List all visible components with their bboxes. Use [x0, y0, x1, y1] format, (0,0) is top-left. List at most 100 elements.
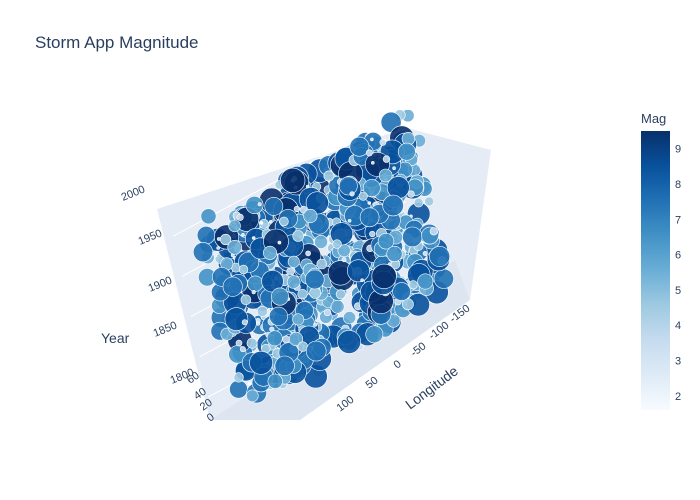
- data-point: [256, 305, 268, 317]
- data-point: [377, 233, 395, 250]
- x-tick-label: 0: [392, 358, 404, 371]
- data-point: [286, 275, 301, 289]
- data-point: [362, 179, 381, 197]
- z-tick-label: 1950: [137, 227, 164, 247]
- data-point: [330, 299, 345, 314]
- data-point: [228, 219, 241, 233]
- data-point: [335, 289, 346, 300]
- data-point: [303, 208, 318, 224]
- data-point: [371, 263, 397, 290]
- data-point: [266, 330, 283, 347]
- z-tick-label: 1850: [152, 319, 179, 339]
- z-tick-label: 1900: [147, 274, 174, 294]
- data-point: [382, 194, 404, 217]
- data-point: [220, 233, 232, 246]
- data-point: [251, 236, 256, 240]
- data-point: [241, 233, 245, 237]
- data-point: [316, 258, 328, 270]
- data-point: [392, 166, 396, 170]
- data-point: [386, 245, 403, 262]
- data-point: [297, 289, 308, 300]
- data-point: [413, 197, 424, 208]
- colorbar-tick-label: 7: [675, 214, 681, 226]
- data-point: [365, 325, 384, 344]
- data-point: [305, 250, 311, 257]
- data-point: [216, 237, 221, 241]
- data-point: [267, 373, 283, 389]
- data-point: [332, 239, 342, 249]
- colorbar-title: Mag: [641, 111, 667, 126]
- x-axis-label: Longitude: [402, 362, 461, 412]
- colorbar-tick-label: 6: [675, 250, 681, 262]
- data-point: [313, 322, 318, 327]
- data-point: [347, 219, 352, 223]
- chart-title: Storm App Magnitude: [35, 33, 199, 52]
- data-point: [236, 213, 244, 221]
- colorbar-tick-label: 2: [675, 391, 681, 403]
- data-point: [246, 337, 258, 349]
- colorbar-tick-label: 9: [675, 144, 681, 156]
- data-point: [193, 242, 214, 263]
- data-point: [392, 282, 411, 301]
- data-point: [224, 307, 249, 331]
- data-point: [268, 306, 288, 326]
- data-point: [239, 346, 246, 353]
- data-point: [305, 184, 310, 189]
- data-point: [367, 201, 372, 205]
- data-point: [359, 207, 380, 228]
- data-point: [245, 196, 264, 215]
- data-point: [287, 255, 300, 268]
- colorbar-tick-label: 5: [675, 285, 681, 297]
- data-point: [323, 308, 332, 317]
- data-point: [288, 331, 304, 347]
- y-tick-label: 60: [185, 370, 202, 387]
- data-point: [213, 253, 218, 258]
- data-point: [365, 149, 373, 157]
- data-point: [417, 273, 434, 290]
- data-point: [433, 268, 454, 289]
- data-point: [222, 276, 243, 297]
- data-point: [378, 168, 393, 183]
- data-point: [249, 350, 274, 375]
- colorbar: [641, 131, 670, 410]
- x-tick-label: -50: [409, 340, 429, 359]
- data-point: [200, 208, 217, 225]
- data-point: [216, 246, 220, 250]
- data-point: [262, 245, 277, 260]
- data-point: [370, 137, 374, 142]
- data-point: [293, 205, 301, 213]
- colorbar-tick-label: 3: [675, 356, 681, 368]
- data-points: [193, 110, 454, 404]
- data-point: [257, 202, 262, 207]
- data-point: [280, 167, 306, 193]
- x-tick-label: 100: [335, 394, 357, 415]
- data-point: [268, 220, 273, 224]
- data-point: [382, 155, 391, 163]
- data-point: [346, 259, 370, 283]
- data-point: [264, 196, 284, 216]
- data-point: [270, 287, 289, 306]
- data-point: [338, 176, 358, 196]
- data-point: [235, 339, 243, 347]
- z-tick-label: 2000: [120, 183, 147, 203]
- data-point: [341, 257, 347, 263]
- colorbar-tick-label: 4: [675, 320, 681, 332]
- data-point: [277, 240, 282, 245]
- data-point: [349, 191, 355, 197]
- x-tick-label: 50: [364, 374, 381, 391]
- z-axis-label: Year: [101, 330, 130, 346]
- data-point: [360, 278, 364, 283]
- data-point: [429, 246, 451, 268]
- data-point: [379, 138, 387, 146]
- y-tick-label: 20: [198, 397, 215, 414]
- data-point: [259, 221, 264, 225]
- data-point: [305, 340, 327, 362]
- side-wall-pane: [407, 128, 491, 300]
- data-point: [429, 227, 438, 236]
- data-point: [402, 226, 423, 248]
- data-point: [274, 355, 295, 376]
- y-tick-label: 0: [205, 411, 217, 424]
- data-point: [358, 191, 368, 201]
